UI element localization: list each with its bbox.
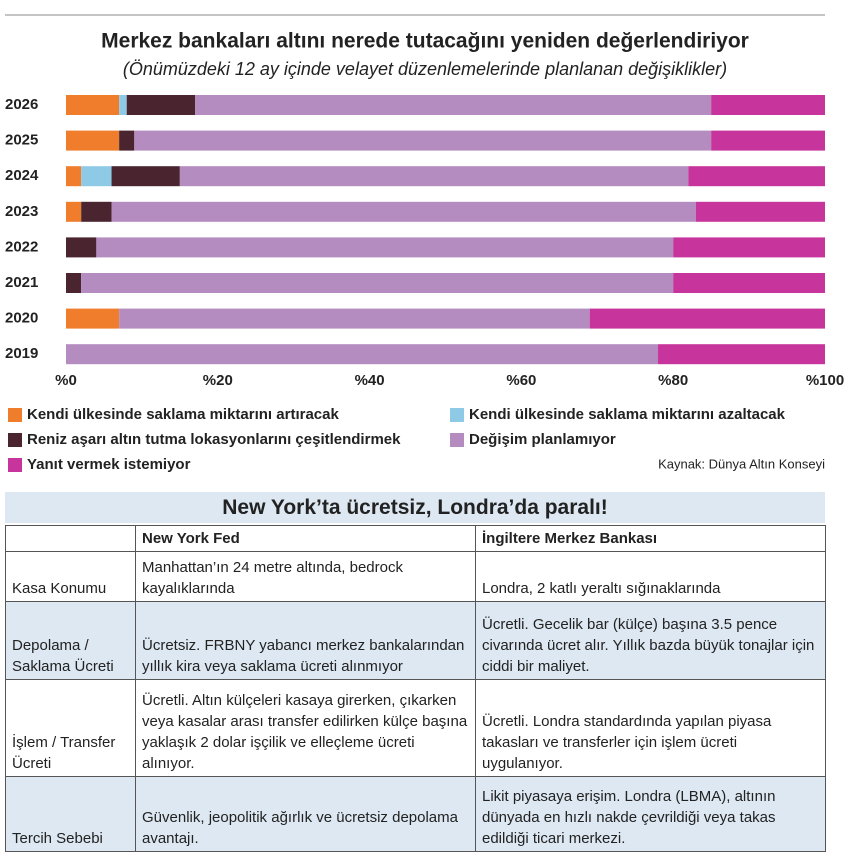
header-row: New York Fed İngiltere Merkez Bankası	[5, 525, 826, 552]
bar-segment	[711, 130, 825, 151]
bar-segment	[119, 95, 127, 115]
legend-label: Reniz aşarı altın tutma lokasyonlarını ç…	[27, 431, 401, 448]
legend-label: Değişim planlamıyor	[469, 431, 616, 448]
legend-swatch	[450, 433, 464, 447]
chart: Merkez bankaları altını nerede tutacağın…	[5, 14, 844, 473]
legend-label: Yanıt vermek istemiyor	[27, 456, 191, 473]
legend-swatch	[8, 408, 22, 422]
bar-segment	[688, 166, 825, 187]
bar-segment	[126, 95, 196, 115]
y-tick-label: 2025	[5, 132, 38, 149]
chart-title: Merkez bankaları altını nerede tutacağın…	[101, 30, 749, 53]
table-cell: Manhattan’ın 24 metre altında, bedrock k…	[135, 551, 476, 602]
legend-swatch	[450, 408, 464, 422]
y-tick-label: 2019	[5, 345, 38, 362]
bar-segment	[673, 273, 825, 293]
table-cell: Likit piyasaya erişim. Londra (LBMA), al…	[475, 776, 826, 852]
bar-segment	[111, 166, 180, 187]
row-label: Depolama / Saklama Ücreti	[5, 601, 136, 680]
row-label: Kasa Konumu	[5, 551, 136, 602]
bar-segment	[179, 166, 689, 187]
table-row: Depolama / Saklama Ücreti Ücretsiz. FRBNY…	[5, 601, 826, 680]
x-tick-label: %60	[506, 372, 536, 389]
bar-segment	[119, 130, 135, 151]
bar-segment	[81, 273, 674, 293]
bar-segment	[134, 130, 712, 151]
table: New York Fed İngiltere Merkez Bankası Ka…	[5, 525, 826, 852]
y-tick-label: 2023	[5, 203, 38, 220]
table-cell: Güvenlik, jeopolitik ağırlık ve ücretsiz…	[135, 776, 476, 852]
source: Kaynak: Dünya Altın Konseyi	[658, 456, 825, 471]
y-tick-label: 2021	[5, 274, 38, 291]
bar-segment	[66, 95, 120, 115]
bar-segment	[66, 201, 82, 222]
bar-segment	[673, 237, 825, 258]
table-cell: Ücretli. Altın külçeleri kasaya girerken…	[135, 679, 476, 777]
bar-segment	[711, 95, 825, 115]
x-tick-label: %80	[658, 372, 688, 389]
x-tick-label: %20	[203, 372, 233, 389]
bar-segment	[658, 344, 825, 365]
bar-segment	[695, 201, 825, 222]
bar-segment	[589, 308, 825, 329]
row-label: İşlem / Transfer Ücreti	[5, 679, 136, 777]
table-row: Tercih Sebebi Güvenlik, jeopolitik ağırlı…	[5, 776, 826, 852]
bar-segment	[66, 344, 659, 365]
legend-swatch	[8, 433, 22, 447]
y-tick-label: 2024	[5, 167, 39, 184]
header-cell: New York Fed	[135, 525, 476, 552]
y-tick-label: 2022	[5, 238, 38, 255]
table-cell: Ücretli. Londra standardında yapılan piy…	[475, 679, 826, 777]
table-row: Kasa Konumu Manhattan’ın 24 metre altında…	[5, 551, 826, 602]
table-cell: Londra, 2 katlı yeraltı sığınaklarında	[475, 551, 826, 602]
bar-segment	[81, 201, 112, 222]
bar-segment	[111, 201, 696, 222]
bar-segment	[66, 308, 120, 329]
bar-segment	[81, 166, 112, 187]
header-cell	[5, 525, 136, 552]
header-cell: İngiltere Merkez Bankası	[475, 525, 826, 552]
legend-label: Kendi ülkesinde saklama miktarını artıra…	[27, 406, 339, 423]
legend-label: Kendi ülkesinde saklama miktarını azalta…	[469, 406, 786, 423]
chart-subtitle: (Önümüzdeki 12 ay içinde velayet düzenle…	[123, 59, 727, 79]
bar-segment	[96, 237, 674, 258]
table-cell: Ücretsiz. FRBNY yabancı merkez bankaları…	[135, 601, 476, 680]
bar-segment	[119, 308, 590, 329]
table-row: İşlem / Transfer Ücreti Ücretli. Altın kü…	[5, 679, 826, 777]
x-tick-label: %100	[806, 372, 844, 389]
bar-segment	[195, 95, 712, 115]
bar-segment	[66, 166, 82, 187]
bar-segment	[66, 237, 97, 258]
bar-segment	[66, 130, 120, 151]
legend-swatch	[8, 458, 22, 472]
table-cell: Ücretli. Gecelik bar (külçe) başına 3.5 …	[475, 601, 826, 680]
x-tick-label: %40	[355, 372, 385, 389]
y-tick-label: 2020	[5, 310, 38, 327]
bar-segment	[66, 273, 82, 293]
row-label: Tercih Sebebi	[5, 776, 136, 852]
table-title: New York’ta ücretsiz, Londra’da paralı!	[5, 492, 825, 523]
y-tick-label: 2026	[5, 96, 38, 113]
x-tick-label: %0	[55, 372, 77, 389]
